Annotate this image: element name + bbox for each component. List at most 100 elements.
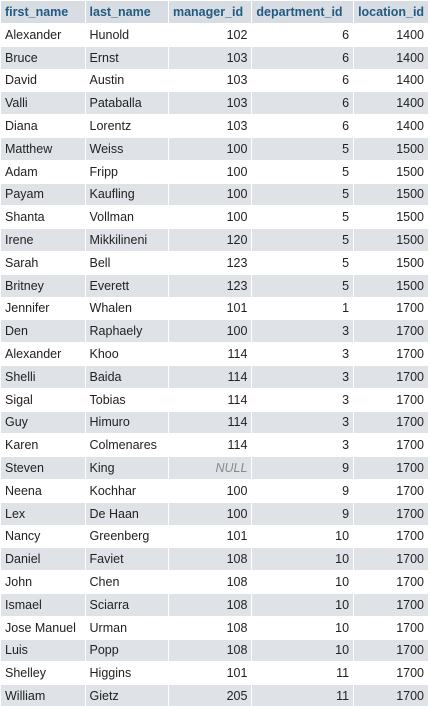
cell-location-id: 1700	[354, 457, 428, 479]
cell-location-id: 1700	[354, 434, 428, 457]
cell-first-name: Neena	[1, 479, 85, 502]
cell-department-id: 5	[252, 229, 354, 251]
cell-manager-id: 205	[168, 685, 252, 706]
table-row[interactable]: Sarah Bell 123 5 1500	[1, 251, 428, 274]
cell-manager-id: 101	[168, 297, 252, 320]
cell-first-name: Luis	[1, 639, 85, 662]
cell-department-id: 10	[252, 593, 354, 616]
cell-location-id: 1500	[354, 160, 428, 183]
cell-manager-id: 100	[168, 502, 252, 525]
cell-manager-id: 102	[168, 24, 252, 46]
column-header-manager-id[interactable]: manager_id	[168, 1, 252, 23]
table-row[interactable]: David Austin 103 6 1400	[1, 69, 428, 92]
cell-location-id: 1500	[354, 206, 428, 229]
header-row: first_name last_name manager_id departme…	[1, 1, 428, 23]
table-row[interactable]: Steven King NULL 9 1700	[1, 457, 428, 479]
cell-location-id: 1700	[354, 502, 428, 525]
cell-department-id: 9	[252, 502, 354, 525]
table-row[interactable]: Karen Colmenares 114 3 1700	[1, 434, 428, 457]
cell-manager-id: 108	[168, 548, 252, 571]
cell-last-name: Gietz	[85, 685, 168, 706]
cell-first-name: Bruce	[1, 46, 85, 69]
table-row[interactable]: Alexander Hunold 102 6 1400	[1, 24, 428, 46]
cell-manager-id: 100	[168, 137, 252, 160]
column-header-first-name[interactable]: first_name	[1, 1, 85, 23]
table-row[interactable]: Irene Mikkilineni 120 5 1500	[1, 229, 428, 251]
cell-location-id: 1500	[354, 251, 428, 274]
cell-last-name: Austin	[85, 69, 168, 92]
cell-last-name: Everett	[85, 274, 168, 297]
cell-last-name: Whalen	[85, 297, 168, 320]
table-row[interactable]: Matthew Weiss 100 5 1500	[1, 137, 428, 160]
cell-manager-id: 123	[168, 274, 252, 297]
cell-department-id: 3	[252, 434, 354, 457]
cell-location-id: 1700	[354, 525, 428, 548]
table-row[interactable]: Diana Lorentz 103 6 1400	[1, 115, 428, 137]
table-row[interactable]: Lex De Haan 100 9 1700	[1, 502, 428, 525]
table-row[interactable]: John Chen 108 10 1700	[1, 571, 428, 593]
cell-location-id: 1700	[354, 365, 428, 388]
cell-location-id: 1700	[354, 616, 428, 639]
table-row[interactable]: Adam Fripp 100 5 1500	[1, 160, 428, 183]
cell-manager-id: 103	[168, 92, 252, 115]
table-row[interactable]: Daniel Faviet 108 10 1700	[1, 548, 428, 571]
cell-first-name: Ismael	[1, 593, 85, 616]
cell-first-name: Daniel	[1, 548, 85, 571]
cell-last-name: Fripp	[85, 160, 168, 183]
table-row[interactable]: Bruce Ernst 103 6 1400	[1, 46, 428, 69]
column-header-last-name[interactable]: last_name	[85, 1, 168, 23]
table-row[interactable]: Shelley Higgins 101 11 1700	[1, 662, 428, 685]
cell-first-name: William	[1, 685, 85, 706]
table-row[interactable]: Britney Everett 123 5 1500	[1, 274, 428, 297]
table-row[interactable]: Ismael Sciarra 108 10 1700	[1, 593, 428, 616]
cell-manager-id: 114	[168, 388, 252, 411]
table-row[interactable]: Neena Kochhar 100 9 1700	[1, 479, 428, 502]
cell-first-name: Jose Manuel	[1, 616, 85, 639]
table-row[interactable]: Den Raphaely 100 3 1700	[1, 320, 428, 343]
table-row[interactable]: Jose Manuel Urman 108 10 1700	[1, 616, 428, 639]
cell-location-id: 1700	[354, 639, 428, 662]
table-row[interactable]: Jennifer Whalen 101 1 1700	[1, 297, 428, 320]
cell-last-name: Faviet	[85, 548, 168, 571]
table-row[interactable]: Alexander Khoo 114 3 1700	[1, 343, 428, 365]
cell-manager-id: 101	[168, 525, 252, 548]
table-row[interactable]: Nancy Greenberg 101 10 1700	[1, 525, 428, 548]
cell-manager-id: 103	[168, 69, 252, 92]
cell-location-id: 1700	[354, 320, 428, 343]
cell-department-id: 6	[252, 115, 354, 137]
cell-first-name: Alexander	[1, 343, 85, 365]
cell-first-name: Matthew	[1, 137, 85, 160]
cell-department-id: 11	[252, 662, 354, 685]
cell-department-id: 9	[252, 479, 354, 502]
cell-location-id: 1700	[354, 685, 428, 706]
table-row[interactable]: Sigal Tobias 114 3 1700	[1, 388, 428, 411]
cell-department-id: 5	[252, 206, 354, 229]
cell-location-id: 1700	[354, 479, 428, 502]
cell-department-id: 3	[252, 388, 354, 411]
cell-manager-id: 114	[168, 411, 252, 434]
table-row[interactable]: Valli Pataballa 103 6 1400	[1, 92, 428, 115]
cell-location-id: 1400	[354, 115, 428, 137]
cell-manager-id: 103	[168, 115, 252, 137]
table-row[interactable]: Shelli Baida 114 3 1700	[1, 365, 428, 388]
table-row[interactable]: Guy Himuro 114 3 1700	[1, 411, 428, 434]
cell-location-id: 1500	[354, 183, 428, 206]
cell-manager-id: 114	[168, 434, 252, 457]
cell-last-name: Bell	[85, 251, 168, 274]
cell-last-name: Himuro	[85, 411, 168, 434]
column-header-department-id[interactable]: department_id	[252, 1, 354, 23]
table-row[interactable]: Payam Kaufling 100 5 1500	[1, 183, 428, 206]
cell-first-name: Sigal	[1, 388, 85, 411]
cell-last-name: Weiss	[85, 137, 168, 160]
cell-first-name: Alexander	[1, 24, 85, 46]
table-row[interactable]: Shanta Vollman 100 5 1500	[1, 206, 428, 229]
cell-department-id: 3	[252, 343, 354, 365]
cell-manager-id: 100	[168, 206, 252, 229]
table-row[interactable]: Luis Popp 108 10 1700	[1, 639, 428, 662]
table-row[interactable]: William Gietz 205 11 1700	[1, 685, 428, 706]
cell-location-id: 1700	[354, 388, 428, 411]
column-header-location-id[interactable]: location_id	[354, 1, 428, 23]
cell-manager-id: 120	[168, 229, 252, 251]
cell-first-name: John	[1, 571, 85, 593]
cell-department-id: 5	[252, 251, 354, 274]
